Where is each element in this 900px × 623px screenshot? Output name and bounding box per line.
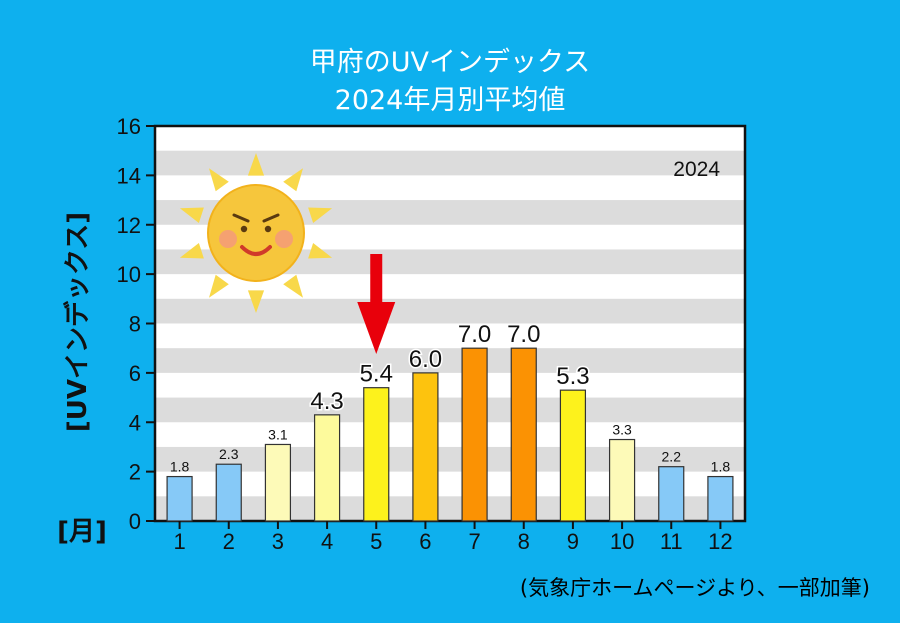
grid-stripe xyxy=(155,397,745,423)
data-label: 1.8 xyxy=(711,459,731,475)
x-tick-label: 9 xyxy=(567,529,579,554)
x-tick-label: 11 xyxy=(660,529,683,554)
x-tick-label: 10 xyxy=(610,529,634,554)
sun-cheek-right xyxy=(275,230,293,248)
sun-cheek-left xyxy=(219,230,237,248)
bars-group xyxy=(166,347,734,529)
sun-icon xyxy=(179,153,333,313)
x-tick-label: 1 xyxy=(173,529,185,554)
x-tick-label: 8 xyxy=(518,529,530,554)
data-label: 6.0 xyxy=(409,346,442,373)
y-tick-label: 8 xyxy=(129,312,141,337)
bar xyxy=(608,438,636,522)
x-tick-label: 12 xyxy=(708,529,732,554)
sun-face xyxy=(207,184,305,282)
data-label: 5.3 xyxy=(556,363,589,390)
source-note: (気象庁ホームページより、一部加筆) xyxy=(519,576,870,600)
bar xyxy=(215,463,242,522)
grid-stripe xyxy=(155,348,745,373)
year-label: 2024 xyxy=(673,158,720,181)
bar xyxy=(461,347,488,522)
data-label: 5.4 xyxy=(360,361,393,388)
title-line-2: 2024年月別平均値 xyxy=(334,85,566,116)
bar xyxy=(264,443,292,522)
highlight-arrow-icon xyxy=(357,254,396,354)
x-tick-label: 4 xyxy=(321,529,333,554)
arrow-head xyxy=(357,302,396,354)
sun-eye-left xyxy=(240,225,248,233)
data-label: 2.2 xyxy=(662,449,682,465)
bar xyxy=(313,414,341,522)
y-tick-label: 2 xyxy=(129,460,141,485)
y-tick-label: 12 xyxy=(117,213,141,238)
sun-ray xyxy=(308,207,333,223)
data-label: 4.3 xyxy=(310,388,343,415)
x-tick-label: 3 xyxy=(272,529,284,554)
sun-ray xyxy=(179,243,204,259)
arrow-shaft xyxy=(370,254,383,304)
y-tick-label: 6 xyxy=(129,361,141,386)
y-tick-label: 4 xyxy=(129,410,141,435)
data-label: 3.3 xyxy=(612,422,632,438)
x-tick-label: 5 xyxy=(370,529,382,554)
bar xyxy=(559,389,587,522)
x-tick-label: 2 xyxy=(223,529,235,554)
sun-ray xyxy=(179,207,204,223)
y-tick-label: 10 xyxy=(117,262,141,287)
x-tick-label: 7 xyxy=(468,529,480,554)
bar xyxy=(412,372,439,522)
sun-ray xyxy=(208,274,229,298)
grid-stripe xyxy=(155,446,745,472)
sun-brow-right xyxy=(262,213,280,223)
sun-mouth xyxy=(240,245,272,256)
data-label: 7.0 xyxy=(458,321,491,348)
grid-stripe xyxy=(155,150,745,176)
data-label: 7.0 xyxy=(507,321,540,348)
x-tick-label: 6 xyxy=(419,529,431,554)
data-label: 2.3 xyxy=(219,446,239,462)
sun-brow-left xyxy=(232,213,250,223)
grid-stripe xyxy=(155,298,745,324)
grid-stripe xyxy=(155,496,745,521)
data-label: 1.8 xyxy=(170,459,190,475)
y-tick-label: 0 xyxy=(129,509,141,534)
sun-ray xyxy=(308,243,333,259)
sun-ray xyxy=(283,274,304,298)
sun-ray xyxy=(247,290,265,313)
x-axis-label: [月] xyxy=(57,517,107,547)
sun-ray xyxy=(208,168,229,192)
title-line-1: 甲府のUVインデックス xyxy=(309,47,591,78)
sun-ray xyxy=(247,153,265,176)
y-tick-label: 14 xyxy=(117,163,141,188)
bar xyxy=(510,347,537,522)
y-axis-label: [UVインデックス] xyxy=(62,212,93,432)
bar xyxy=(658,466,685,522)
sun-eye-right xyxy=(264,225,272,233)
data-label: 3.1 xyxy=(268,426,288,442)
chart-title: 甲府のUVインデックス 2024年月別平均値 xyxy=(0,44,900,120)
bar xyxy=(166,475,193,522)
bar xyxy=(707,475,734,522)
bar xyxy=(363,387,390,522)
sun-ray xyxy=(283,168,304,192)
y-tick-label: 16 xyxy=(117,114,141,139)
